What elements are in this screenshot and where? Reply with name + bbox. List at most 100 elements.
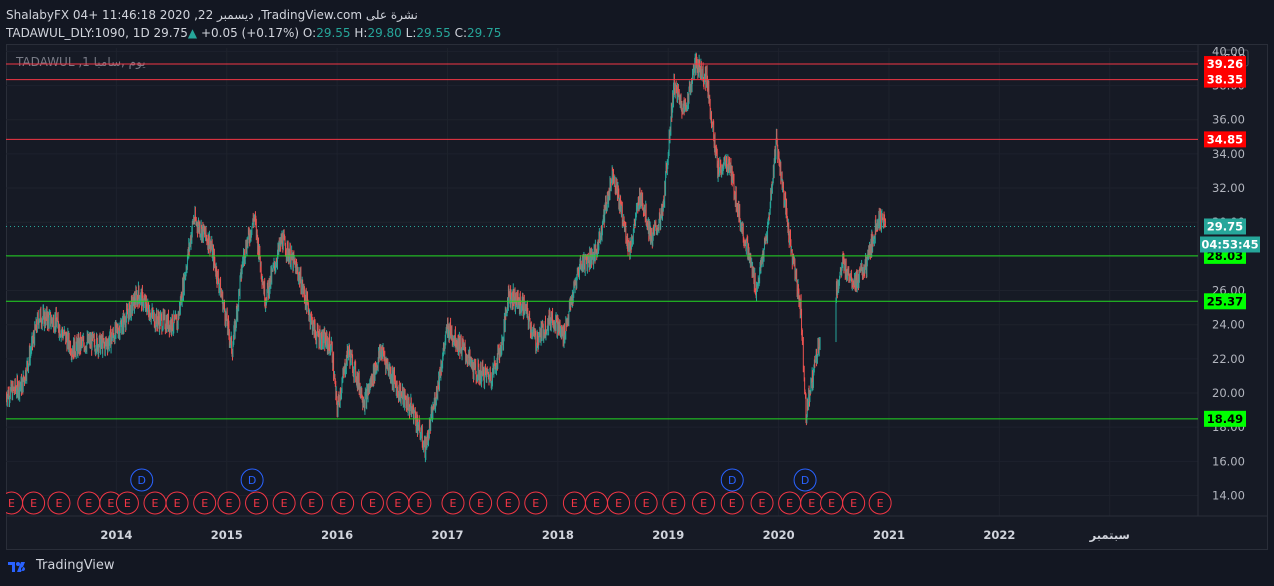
last-price-badge [1204,218,1246,235]
dividend-marker-label: D [801,474,809,487]
earnings-marker [496,491,520,515]
footer-brand[interactable]: TradingView [36,558,115,573]
earnings-marker-label: E [107,497,114,510]
earnings-marker-label: E [477,497,484,510]
earnings-marker [441,491,465,515]
earnings-marker-label: E [808,497,815,510]
earnings-marker-label: E [877,497,884,510]
x-tick-label: 2016 [321,528,353,542]
x-tick-label: 2014 [100,528,132,542]
earnings-marker [331,491,355,515]
earnings-marker [750,491,774,515]
earnings-marker [115,491,139,515]
earnings-marker-label: E [281,497,288,510]
earnings-marker [720,491,744,515]
earnings-marker [842,491,866,515]
earnings-marker-label: E [124,497,131,510]
high-value: 29.80 [367,26,402,40]
close-value: 29.75 [466,26,502,40]
earnings-marker-label: E [850,497,857,510]
y-tick-label: 20.00 [1212,386,1245,400]
chart-watermark: TADAWUL ,1 يوم ,سامبا [15,55,146,70]
earnings-marker [692,491,716,515]
earnings-marker [408,491,432,515]
earnings-marker [47,491,71,515]
earnings-marker-label: E [225,497,232,510]
earnings-marker [469,491,493,515]
y-tick-label: 24.00 [1212,318,1245,332]
earnings-marker [868,491,892,515]
earnings-marker-label: E [729,497,736,510]
x-tick-label: 2019 [652,528,684,542]
tradingview-logo-icon [8,561,26,572]
level-badge-label: 38.35 [1207,73,1243,87]
x-tick-label: سبتمبر [1089,528,1130,542]
level-badge [1204,410,1246,427]
earnings-marker-label: E [759,497,766,510]
y-tick-label: 16.00 [1212,454,1245,468]
earnings-marker-label: E [394,497,401,510]
earnings-marker-label: E [85,497,92,510]
symbol-interval: TADAWUL_DLY:1090, 1D [6,26,150,40]
earnings-marker-label: E [450,497,457,510]
publish-info: ShalabyFX 04+ 11:46:18 2020 ,22 ديسمبر ,… [6,8,418,22]
earnings-marker-label: E [253,497,260,510]
open-label: O: [302,26,317,40]
earnings-marker [272,491,296,515]
price-chart[interactable]: TADAWUL ,1 يوم ,سامباSAR14.0016.0018.002… [6,44,1268,550]
dividend-marker-label: D [248,474,256,487]
chart-panel [6,44,1268,550]
y-tick-label: 36.00 [1212,113,1245,127]
earnings-marker-label: E [505,497,512,510]
level-badge-label: 34.85 [1207,132,1243,146]
earnings-marker [217,491,241,515]
open-value: 29.55 [316,26,351,40]
x-tick-label: 2015 [211,528,243,542]
x-tick-label: 2018 [542,528,574,542]
ohlc-legend: TADAWUL_DLY:1090, 1D 29.75▲ +0.05 (+0.17… [6,24,501,42]
level-badge-label: 39.26 [1207,57,1243,71]
earnings-marker-label: E [593,497,600,510]
y-tick-label: 22.00 [1212,352,1245,366]
earnings-marker-label: E [339,497,346,510]
y-tick-label: 40.00 [1212,44,1245,58]
level-badge [1204,293,1246,310]
earnings-marker-label: E [615,497,622,510]
y-tick-label: 34.00 [1212,147,1245,161]
last-price: 29.75 [153,26,188,40]
chart-header: ShalabyFX 04+ 11:46:18 2020 ,22 ديسمبر ,… [6,6,501,42]
earnings-marker-label: E [828,497,835,510]
footer: TradingView [8,558,115,573]
dividend-marker [130,468,154,492]
earnings-marker [193,491,217,515]
earnings-marker-label: E [369,497,376,510]
x-tick-label: 2021 [873,528,905,542]
earnings-marker-label: E [8,497,15,510]
earnings-marker [165,491,189,515]
earnings-marker [607,491,631,515]
level-badge-label: 18.49 [1207,412,1243,426]
dividend-marker [793,468,817,492]
up-arrow-icon: ▲ [187,26,198,40]
earnings-marker-label: E [700,497,707,510]
high-label: H: [354,26,368,40]
level-badge [1204,131,1246,148]
earnings-marker-label: E [643,497,650,510]
earnings-marker-label: E [201,497,208,510]
y-tick-label: 32.00 [1212,181,1245,195]
earnings-marker-label: E [30,497,37,510]
earnings-marker [360,491,384,515]
countdown-label: 04:53:45 [1201,237,1258,251]
close-label: C: [454,26,467,40]
level-badge-label: 25.37 [1207,294,1243,308]
x-tick-label: 2017 [431,528,463,542]
earnings-marker [245,491,269,515]
earnings-marker-label: E [308,497,315,510]
earnings-marker-label: E [786,497,793,510]
earnings-marker-label: E [571,497,578,510]
low-value: 29.55 [416,26,451,40]
dividend-marker [240,468,264,492]
last-price-label: 29.75 [1207,219,1243,233]
dividend-marker-label: D [138,474,146,487]
level-badge [1204,56,1246,73]
